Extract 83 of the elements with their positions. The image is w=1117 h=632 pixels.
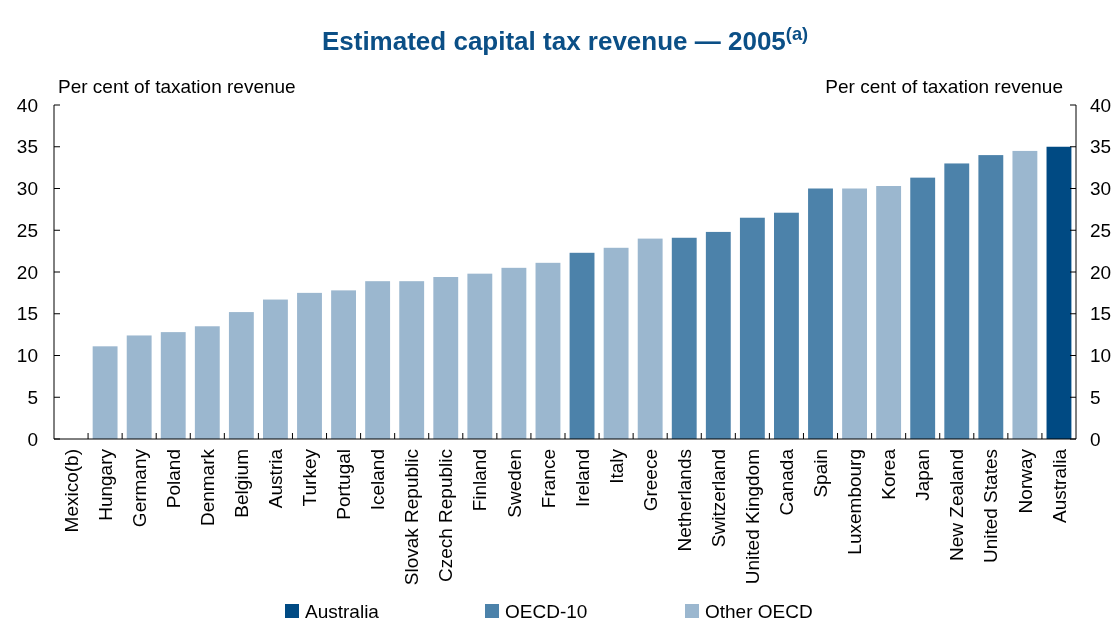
x-tick-label: Australia xyxy=(1048,448,1070,523)
bar xyxy=(808,188,833,439)
x-tick-label: Japan xyxy=(912,449,934,501)
y2-tick-label: 40 xyxy=(1090,94,1112,116)
bar xyxy=(92,346,118,439)
x-tick-label: Greece xyxy=(639,449,661,512)
y2-tick-label: 10 xyxy=(1090,345,1112,367)
bar xyxy=(467,273,493,439)
x-tick-label: Germany xyxy=(128,448,150,528)
y-tick-label: 35 xyxy=(16,136,38,158)
legend-label: Other OECD xyxy=(705,601,813,622)
x-tick-label: New Zealand xyxy=(946,449,968,561)
y2-tick-label: 35 xyxy=(1090,136,1112,158)
bar xyxy=(774,212,799,439)
x-tick-label: Iceland xyxy=(367,449,389,511)
bar xyxy=(637,238,663,439)
x-tick-label: Hungary xyxy=(94,448,116,521)
x-tick-label: Portugal xyxy=(333,449,355,520)
y-tick-label: 5 xyxy=(27,386,38,408)
bar xyxy=(433,277,459,439)
x-tick-label: Belgium xyxy=(231,449,253,518)
y2-tick-label: 25 xyxy=(1090,219,1112,241)
bar xyxy=(739,217,765,439)
bar xyxy=(705,231,731,439)
y2-axis-title: Per cent of taxation revenue xyxy=(825,76,1063,97)
bar xyxy=(228,312,254,439)
x-tick-label: Luxembourg xyxy=(844,449,866,555)
bar xyxy=(1012,150,1038,439)
bar xyxy=(126,335,152,439)
bar xyxy=(331,290,356,439)
x-tick-label: Czech Republic xyxy=(435,449,457,583)
y2-tick-label: 0 xyxy=(1090,428,1101,450)
y-tick-label: 0 xyxy=(27,428,38,450)
bar xyxy=(910,177,936,439)
y-axis-title: Per cent of taxation revenue xyxy=(58,76,296,97)
y2-tick-label: 5 xyxy=(1090,386,1101,408)
x-tick-label: Denmark xyxy=(196,448,218,527)
x-tick-label: Spain xyxy=(810,449,832,498)
bar xyxy=(978,155,1004,439)
x-tick-label: Korea xyxy=(878,448,900,500)
bar xyxy=(603,247,629,439)
x-tick-label: Italy xyxy=(605,448,627,484)
x-tick-label: Norway xyxy=(1014,448,1036,514)
x-tick-label: Slovak Republic xyxy=(401,449,423,586)
y-tick-label: 25 xyxy=(16,219,38,241)
x-tick-label: Sweden xyxy=(503,449,525,518)
bar xyxy=(569,252,595,439)
y-tick-label: 10 xyxy=(16,345,38,367)
bar xyxy=(842,188,867,439)
bar xyxy=(399,281,425,439)
y-tick-label: 20 xyxy=(16,261,38,283)
bar xyxy=(1046,146,1072,439)
bar xyxy=(365,281,391,439)
x-tick-label: Austria xyxy=(265,448,287,509)
x-tick-label: United States xyxy=(980,449,1002,564)
bar xyxy=(194,326,220,439)
bar xyxy=(160,332,186,439)
bar xyxy=(876,186,902,439)
y2-tick-label: 15 xyxy=(1090,303,1112,325)
bar xyxy=(671,237,697,439)
x-tick-label: Turkey xyxy=(299,448,321,507)
x-tick-label: France xyxy=(537,449,559,509)
chart-title: Estimated capital tax revenue — 2005$^{(a)}$ xyxy=(321,24,809,56)
y2-tick-label: 30 xyxy=(1090,178,1112,200)
x-tick-label: United Kingdom xyxy=(742,449,764,585)
bar xyxy=(297,292,322,439)
x-tick-label: Netherlands xyxy=(673,449,695,552)
x-tick-label: Finland xyxy=(469,449,491,512)
y2-tick-label: 20 xyxy=(1090,261,1112,283)
bar xyxy=(263,299,288,439)
legend-label: Australia xyxy=(305,601,380,622)
x-tick-label: Switzerland xyxy=(707,449,729,548)
x-tick-label: Canada xyxy=(776,448,798,516)
legend-label: OECD-10 xyxy=(505,601,588,622)
y-tick-label: 30 xyxy=(16,178,38,200)
bar xyxy=(944,163,970,439)
bar xyxy=(535,262,561,439)
y-tick-label: 40 xyxy=(16,94,38,116)
x-tick-label: Poland xyxy=(162,449,184,509)
bar xyxy=(501,267,527,439)
x-tick-label: Mexico(b) xyxy=(60,449,82,533)
x-tick-label: Ireland xyxy=(571,449,593,508)
y-tick-label: 15 xyxy=(16,303,38,325)
